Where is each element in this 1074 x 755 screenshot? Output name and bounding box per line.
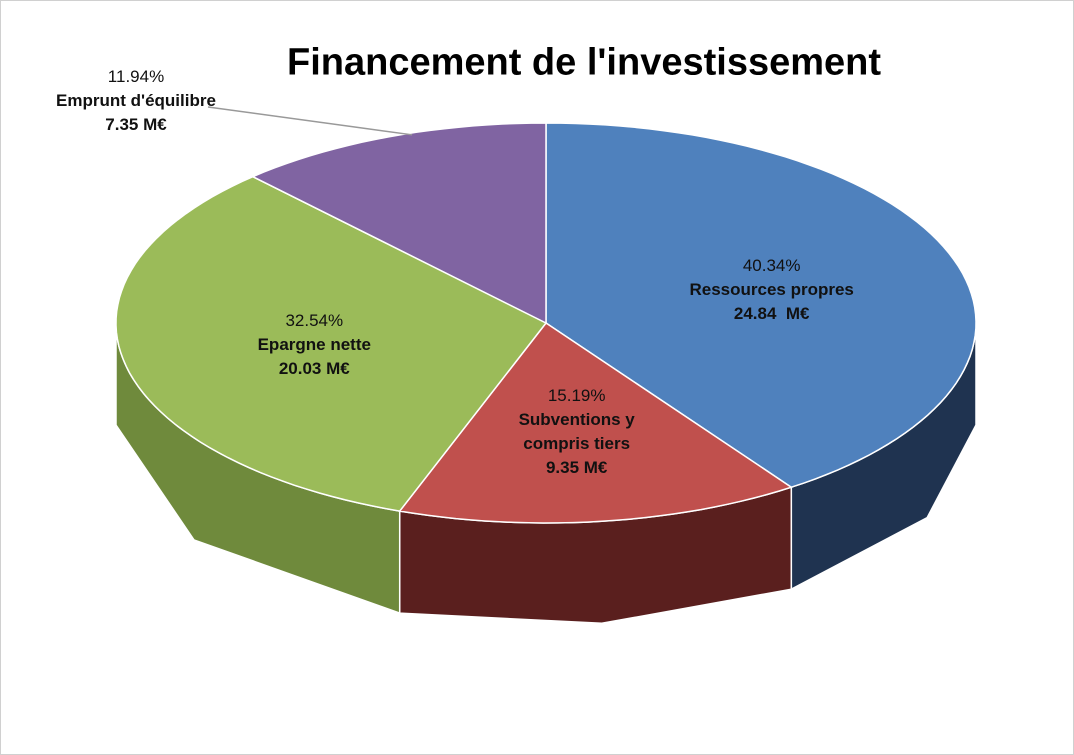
amount-label: 24.84 M€ xyxy=(733,304,810,324)
amount-label: 7.35 M€ xyxy=(105,115,167,134)
category-label: Ressources propres xyxy=(689,280,854,300)
pie-slice xyxy=(398,321,794,524)
percent-label: 15.19% xyxy=(547,386,606,406)
pie-slice xyxy=(545,122,977,489)
category-label: Emprunt d'équilibre xyxy=(56,91,216,110)
data-label: 11.94% Emprunt d'équilibre 7.35 M€ xyxy=(46,65,226,137)
amount-label: 9.35 M€ xyxy=(545,458,608,478)
category-label: Subventions y compris tiers xyxy=(518,410,640,454)
pie-slice xyxy=(115,175,548,512)
data-label: 15.19% Subventions y compris tiers 9.35 M€ xyxy=(487,384,667,480)
percent-label: 40.34% xyxy=(742,256,801,276)
percent-label: 32.54% xyxy=(285,311,344,331)
leader-line xyxy=(207,106,413,136)
percent-label: 11.94% xyxy=(107,67,165,86)
data-label: 32.54% Epargne nette 20.03 M€ xyxy=(224,309,404,381)
chart-title: Financement de l'investissement xyxy=(286,41,882,84)
amount-label: 20.03 M€ xyxy=(278,359,350,379)
category-label: Epargne nette xyxy=(257,335,371,355)
pie-slice xyxy=(251,122,547,325)
data-label: 40.34% Ressources propres 24.84 M€ xyxy=(682,254,862,326)
